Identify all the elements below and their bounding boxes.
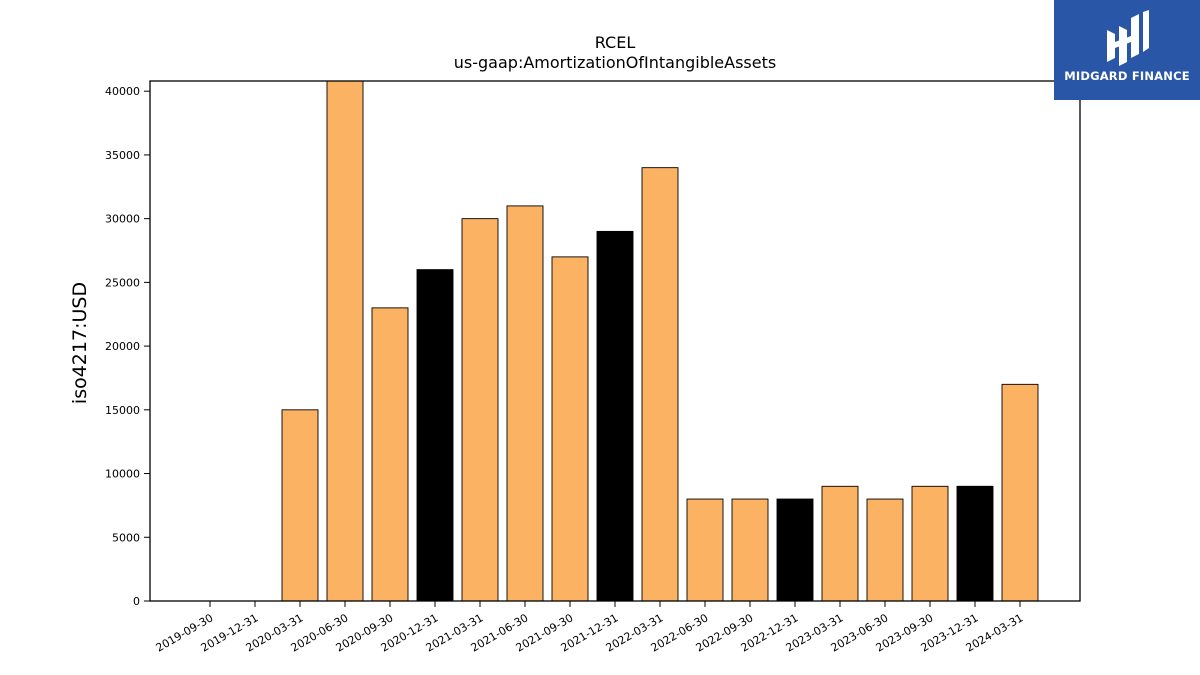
bar-2020-09-30 xyxy=(371,307,409,602)
x-axis-ticks: 2019-09-302019-12-312020-03-312020-06-30… xyxy=(154,601,1026,655)
y-axis-label: iso4217:USD xyxy=(69,282,91,404)
y-tick-label: 40000 xyxy=(105,85,140,98)
bar-2022-09-30 xyxy=(731,498,769,602)
bar-2021-06-30 xyxy=(506,205,544,602)
bar-2021-03-31 xyxy=(461,218,499,602)
plot-frame xyxy=(149,80,1081,602)
y-tick-label: 5000 xyxy=(112,531,140,544)
bar-2023-12-31 xyxy=(956,485,994,602)
bar-2020-03-31 xyxy=(281,409,319,602)
chart-subtitle: us-gaap:AmortizationOfIntangibleAssets xyxy=(454,53,776,72)
y-tick-label: 10000 xyxy=(105,468,140,481)
y-tick-label: 15000 xyxy=(105,404,140,417)
bars-group xyxy=(281,80,1039,602)
chart-title: RCEL xyxy=(595,33,636,52)
y-tick-label: 30000 xyxy=(105,213,140,226)
midgard-finance-logo: MIDGARD FINANCE xyxy=(1054,0,1200,100)
y-tick-label: 35000 xyxy=(105,149,140,162)
y-tick-label: 25000 xyxy=(105,276,140,289)
bar-2020-06-30 xyxy=(326,80,364,602)
bar-2020-12-31 xyxy=(416,269,454,602)
y-axis-ticks: 0 5000 10000 15000 20000 25000 30000 35000 40000 xyxy=(105,85,150,608)
y-tick-label: 0 xyxy=(133,595,140,608)
bar-2022-06-30 xyxy=(686,498,724,602)
bar-2022-12-31 xyxy=(776,498,814,602)
bar-2021-12-31 xyxy=(596,230,634,602)
bar-2022-03-31 xyxy=(641,167,679,602)
bar-2021-09-30 xyxy=(551,256,589,602)
y-tick-label: 20000 xyxy=(105,340,140,353)
bar-2023-03-31 xyxy=(821,485,859,602)
bar-2024-03-31 xyxy=(1001,383,1039,602)
logo-text: MIDGARD FINANCE xyxy=(1064,69,1190,83)
bar-2023-06-30 xyxy=(866,498,904,602)
bar-2023-09-30 xyxy=(911,485,949,602)
midgard-logo-icon xyxy=(1107,10,1149,66)
